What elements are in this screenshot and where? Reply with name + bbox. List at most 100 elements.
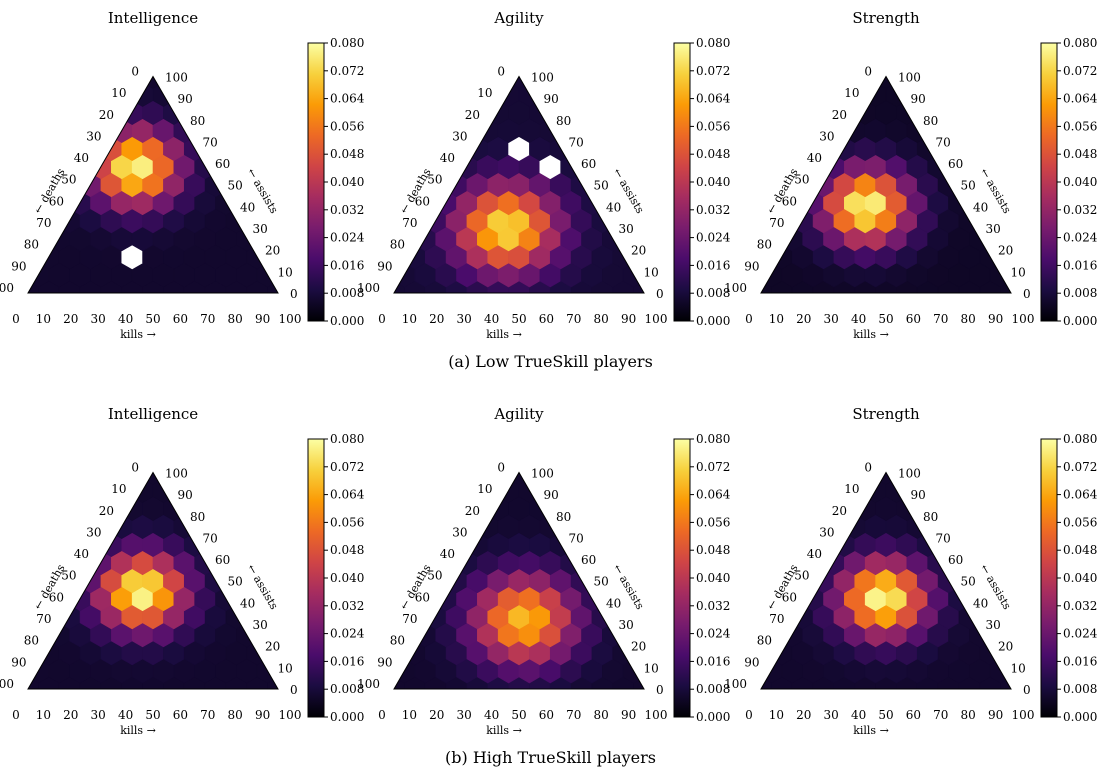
hexbin-cell [824,46,845,70]
kills-tick-label: 30 [824,708,839,722]
colorbar-tick-label: 0.000 [330,710,364,724]
hexbin-cell [812,76,835,89]
deaths-tick-label: 70 [769,612,784,626]
deaths-tick-label: 30 [86,525,101,539]
assists-tick-label: 40 [973,200,988,214]
hexbin-cell [394,280,405,293]
hexbin-cell [791,472,814,485]
hexbin-cell [394,154,395,180]
kills-axis-label: kills → [486,724,522,737]
hexbin-cell [761,514,762,539]
kills-tick-label: 60 [906,312,921,326]
hexbin-cell [907,442,928,466]
hexbin-cell [288,497,309,521]
deaths-tick-label: 100 [0,677,14,691]
hexbin-cell [761,496,772,521]
assists-tick-label: 50 [594,179,609,193]
kills-tick-label: 50 [878,708,893,722]
deaths-tick-label: 90 [11,655,26,669]
hexbin-cell [246,496,268,521]
assists-tick-label: 100 [165,466,188,480]
deaths-tick-label: 10 [477,86,492,100]
hexbin-cell [277,154,278,180]
colorbar-tick-label: 0.016 [330,258,364,272]
hexbin-cell [267,472,278,485]
deaths-tick-label: 100 [0,281,14,295]
hexbin-cell [623,442,644,466]
colorbar-tick-label: 0.072 [1063,64,1097,78]
hexbin-cell [363,101,384,125]
hexbin-cell [958,100,981,125]
hexbin-cell [394,118,416,143]
hexbin-cell [643,82,644,107]
assists-tick-label: 0 [1023,287,1031,301]
hexbin-cell [90,82,112,107]
hexbin-cell [415,46,436,70]
colorbar-tick-label: 0.080 [330,36,364,50]
kills-tick-label: 80 [594,312,609,326]
hexbin-cell [69,478,91,503]
kills-tick-label: 30 [91,708,106,722]
hexbin-cell [948,478,970,503]
hexbin-cell [654,497,675,521]
deaths-tick-label: 40 [440,151,455,165]
kills-tick-label: 90 [621,312,636,326]
hexbin-cell [277,478,278,503]
hexbin-cell [477,46,498,70]
hexbin-cell [644,442,665,466]
colorbar-tick-label: 0.032 [696,203,730,217]
deaths-tick-label: 60 [415,590,430,604]
hexbin-cell [612,76,634,89]
hexbin-cell [436,442,457,466]
kills-tick-label: 0 [745,312,753,326]
colorbar [673,42,691,322]
colorbar-tick-label: 0.032 [1063,203,1097,217]
deaths-tick-label: 0 [497,460,505,474]
hexbin-cell [236,514,258,539]
colorbar-tick-label: 0.048 [330,147,364,161]
hexbin-cell [445,472,468,485]
kills-tick-label: 20 [63,708,78,722]
hexbin-cell [781,82,803,107]
hexbin-cell [278,442,299,466]
assists-tick-label: 80 [556,510,571,524]
colorbar-tick-label: 0.032 [330,203,364,217]
hexbin-cell [990,442,1011,466]
hexbin-cell [153,46,174,70]
hexbin-cell [979,136,1001,162]
colorbar [307,438,325,718]
hexbin-cell [581,514,603,539]
hexbin-cell [730,460,751,484]
hexbin-cell [7,442,28,466]
hexbin-cell [28,442,49,466]
hexbin-cell [436,46,457,70]
assists-tick-label: 100 [531,70,554,84]
hexbin-cell [761,568,772,594]
hexbin-cell [643,550,644,576]
deaths-tick-label: 0 [131,64,139,78]
colorbar-tick-label: 0.024 [696,627,731,641]
kills-tick-label: 100 [645,312,668,326]
colorbar-tick-label: 0.040 [696,175,730,189]
hexbin-cell [519,46,540,70]
hexbin-cell [404,100,426,125]
assists-tick-label: 20 [631,640,646,654]
deaths-tick-label: 10 [844,86,859,100]
hexbin-cell [277,622,278,648]
hexbin-cell [28,586,29,612]
colorbar-tick-label: 0.000 [696,710,730,724]
hexbin-cell [781,118,803,143]
hexbin-cell [969,118,991,143]
hexbin-cell [236,118,258,143]
assists-tick-label: 60 [948,157,963,171]
colorbar-tick-label: 0.024 [1063,231,1098,245]
assists-tick-label: 100 [531,466,554,480]
hexbin-cell [948,514,970,539]
deaths-tick-label: 50 [427,173,442,187]
kills-tick-label: 70 [200,312,215,326]
hexbin-cell [277,190,278,216]
hexbin-cell [28,154,50,180]
hexbin-cell [761,190,762,216]
hexbin-cell [1000,76,1011,89]
